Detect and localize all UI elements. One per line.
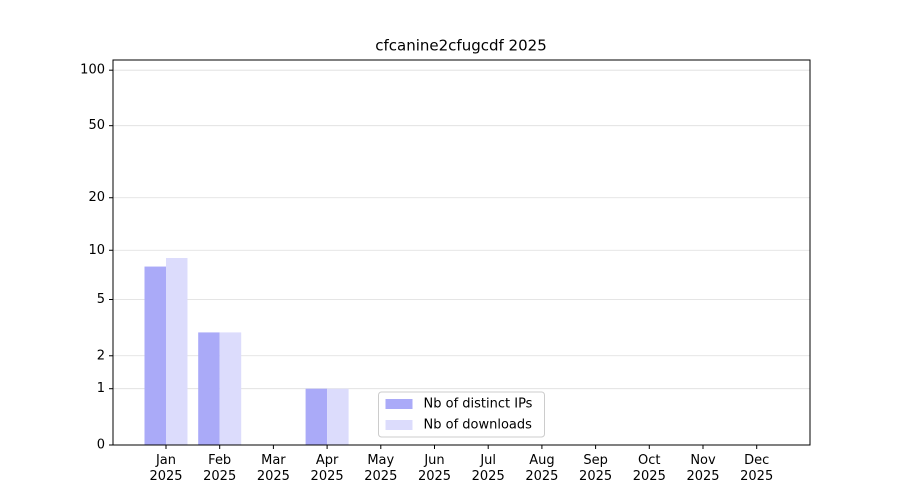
legend: Nb of distinct IPs Nb of downloads bbox=[378, 391, 545, 438]
y-tick-label: 50 bbox=[88, 118, 105, 133]
bar bbox=[198, 332, 220, 445]
x-tick-label: Nov 2025 bbox=[686, 453, 720, 484]
x-tick-label: May 2025 bbox=[364, 453, 398, 484]
y-tick-label: 5 bbox=[97, 292, 105, 307]
bar bbox=[166, 257, 188, 445]
y-tick-label: 10 bbox=[88, 243, 105, 258]
x-tick-label: Dec 2025 bbox=[740, 453, 774, 484]
legend-swatch bbox=[385, 420, 413, 430]
legend-label: Nb of downloads bbox=[424, 418, 533, 433]
chart-title: cfcanine2cfugcdf 2025 bbox=[375, 37, 546, 55]
plot-frame bbox=[112, 59, 811, 446]
x-tick-label: Aug 2025 bbox=[525, 453, 559, 484]
x-tick-label: Feb 2025 bbox=[203, 453, 237, 484]
x-tick-label: Sep 2025 bbox=[579, 453, 613, 484]
bar bbox=[144, 266, 166, 445]
bar bbox=[305, 388, 328, 445]
y-tick-label: 1 bbox=[97, 381, 105, 396]
y-tick-label: 0 bbox=[97, 438, 105, 453]
x-tick-label: Jan 2025 bbox=[149, 453, 183, 484]
x-tick-label: Mar 2025 bbox=[256, 453, 290, 484]
x-tick-label: Jun 2025 bbox=[417, 453, 452, 484]
legend-swatch bbox=[385, 399, 413, 409]
x-tick-label: Oct 2025 bbox=[632, 453, 666, 484]
x-tick-label: Apr 2025 bbox=[310, 453, 344, 484]
bar bbox=[327, 388, 349, 445]
y-tick-label: 100 bbox=[80, 63, 105, 78]
legend-box bbox=[378, 391, 545, 438]
y-tick-label: 20 bbox=[88, 190, 105, 205]
legend-label: Nb of distinct IPs bbox=[424, 397, 533, 412]
bar bbox=[219, 332, 242, 445]
y-tick-label: 2 bbox=[97, 348, 105, 363]
x-tick-label: Jul 2025 bbox=[471, 453, 505, 484]
